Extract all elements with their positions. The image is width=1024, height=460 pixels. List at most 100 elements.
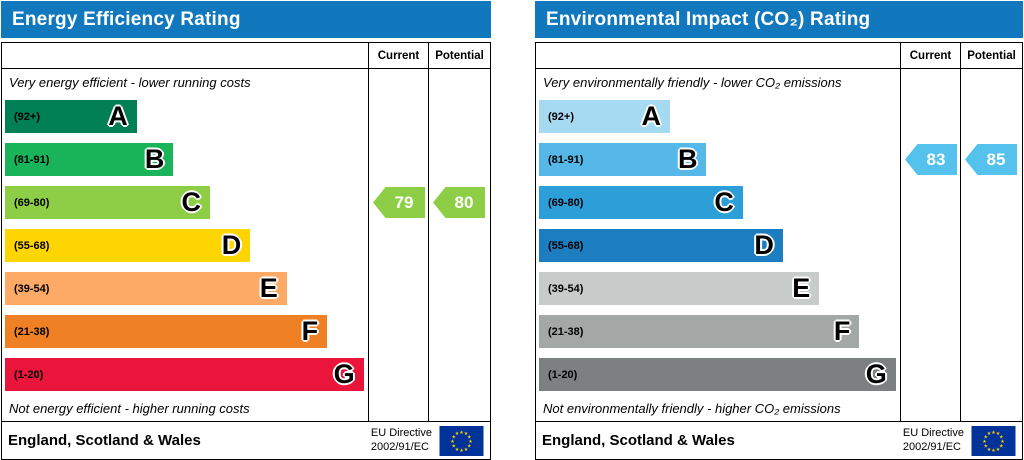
- band-range-label: (69-80): [548, 196, 584, 209]
- svg-text:★: ★: [999, 443, 1004, 449]
- potential-column-header: Potential: [961, 43, 1022, 69]
- svg-text:★: ★: [983, 434, 988, 440]
- eu-directive-line2: 2002/91/EC: [370, 440, 429, 453]
- chart-title: Energy Efficiency Rating: [1, 1, 491, 38]
- footer-region-label: England, Scotland & Wales: [542, 432, 735, 449]
- band-bar-g: (1-20) G: [5, 358, 364, 391]
- svg-text:★: ★: [459, 448, 464, 454]
- band-bar-c: (69-80) C: [539, 186, 743, 219]
- bands-area: Very energy efficient - lower running co…: [2, 43, 368, 421]
- svg-text:★: ★: [455, 446, 460, 452]
- bands: (92+) A (81-91) B (69-80) C (55-68) D (39-54) E (2…: [536, 95, 900, 396]
- footer: England, Scotland & Wales EU Directive 2…: [2, 421, 490, 459]
- band-bar-e: (39-54) E: [5, 272, 287, 305]
- band-bar-f: (21-38) F: [5, 315, 328, 348]
- eu-directive-label: EU Directive 2002/91/EC: [371, 427, 432, 453]
- band-range-label: (55-68): [14, 239, 50, 252]
- band-bar-a: (92+) A: [5, 100, 137, 133]
- bands: (92+) A (81-91) B (69-80) C (55-68) D (39-54) E (2…: [2, 95, 368, 396]
- eu-flag-icon: ★ ★★ ★★★ ★★★ ★★★: [971, 425, 1016, 456]
- band-bar-c: (69-80) C: [5, 186, 210, 219]
- rating-table: Very energy efficient - lower running co…: [1, 42, 491, 460]
- svg-text:★: ★: [999, 434, 1004, 440]
- band-bar-b: (81-91) B: [5, 143, 174, 176]
- svg-text:★: ★: [996, 431, 1001, 437]
- svg-text:★: ★: [467, 434, 472, 440]
- potential-column: Potential 85: [960, 43, 1022, 421]
- band-range-label: (69-80): [14, 196, 50, 209]
- svg-text:★: ★: [468, 439, 473, 445]
- band-letter: A: [108, 101, 128, 131]
- band-range-label: (39-54): [14, 282, 50, 295]
- chart-title: Environmental Impact (CO₂) Rating: [535, 1, 1023, 38]
- band-row-d: (55-68) D: [2, 224, 368, 267]
- bands-area: Very environmentally friendly - lower CO…: [536, 43, 900, 421]
- band-row-b: (81-91) B: [536, 138, 900, 181]
- potential-column: Potential 80: [428, 43, 490, 421]
- eu-directive-line1: EU Directive: [370, 427, 432, 440]
- svg-text:★: ★: [450, 439, 455, 445]
- eu-directive-line1: EU Directive: [902, 427, 964, 440]
- band-range-label: (92+): [14, 110, 40, 123]
- current-rating-arrow: 79: [373, 187, 425, 218]
- band-letter: F: [301, 316, 319, 346]
- band-letter: E: [259, 273, 278, 303]
- band-bar-b: (81-91) B: [539, 143, 707, 176]
- band-range-label: (21-38): [14, 325, 50, 338]
- potential-column-header: Potential: [429, 43, 490, 69]
- svg-text:★: ★: [991, 448, 996, 454]
- band-row-f: (21-38) F: [536, 310, 900, 353]
- current-column-header: Current: [369, 43, 428, 69]
- band-bar-a: (92+) A: [539, 100, 671, 133]
- band-range-label: (21-38): [548, 325, 584, 338]
- bottom-note: Not energy efficient - higher running co…: [9, 401, 250, 416]
- potential-rating-arrow: 80: [433, 187, 485, 218]
- footer: England, Scotland & Wales EU Directive 2…: [536, 421, 1022, 459]
- band-row-a: (92+) A: [2, 95, 368, 138]
- bottom-note: Not environmentally friendly - higher CO…: [543, 401, 841, 416]
- band-row-g: (1-20) G: [536, 353, 900, 396]
- band-row-b: (81-91) B: [2, 138, 368, 181]
- svg-text:★: ★: [987, 431, 992, 437]
- band-letter: G: [333, 359, 355, 389]
- band-row-e: (39-54) E: [2, 267, 368, 310]
- band-letter: G: [865, 359, 887, 389]
- svg-text:★: ★: [451, 443, 456, 449]
- current-column-header: Current: [901, 43, 960, 69]
- footer-region-label: England, Scotland & Wales: [8, 432, 201, 449]
- band-range-label: (92+): [548, 110, 574, 123]
- svg-text:★: ★: [464, 446, 469, 452]
- band-letter: A: [641, 101, 662, 131]
- header-row-spacer: [536, 43, 900, 69]
- band-range-label: (81-91): [14, 153, 50, 166]
- band-bar-f: (21-38) F: [539, 315, 860, 348]
- current-rating-arrow: 83: [905, 144, 957, 175]
- potential-rating-arrow: 85: [965, 144, 1017, 175]
- header-row-spacer: [2, 43, 368, 69]
- band-row-f: (21-38) F: [2, 310, 368, 353]
- band-row-c: (69-80) C: [536, 181, 900, 224]
- band-range-label: (55-68): [548, 239, 584, 252]
- top-note: Very energy efficient - lower running co…: [9, 74, 251, 90]
- svg-text:★: ★: [451, 434, 456, 440]
- band-letter: B: [677, 144, 698, 174]
- band-row-g: (1-20) G: [2, 353, 368, 396]
- band-range-label: (1-20): [548, 368, 578, 381]
- svg-text:★: ★: [1000, 439, 1005, 445]
- svg-text:★: ★: [991, 430, 996, 436]
- band-letter: D: [754, 230, 774, 260]
- rating-table: Very environmentally friendly - lower CO…: [535, 42, 1023, 460]
- band-bar-g: (1-20) G: [539, 358, 896, 391]
- svg-text:★: ★: [459, 430, 464, 436]
- current-column: Current 83: [900, 43, 960, 421]
- svg-text:★: ★: [983, 443, 988, 449]
- svg-text:★: ★: [996, 446, 1001, 452]
- band-row-e: (39-54) E: [536, 267, 900, 310]
- band-letter: C: [714, 187, 734, 217]
- svg-text:★: ★: [467, 443, 472, 449]
- svg-text:★: ★: [455, 431, 460, 437]
- band-letter: F: [833, 316, 851, 346]
- environmental-impact-chart: Environmental Impact (CO₂) Rating Very e…: [535, 1, 1023, 460]
- svg-text:★: ★: [982, 439, 987, 445]
